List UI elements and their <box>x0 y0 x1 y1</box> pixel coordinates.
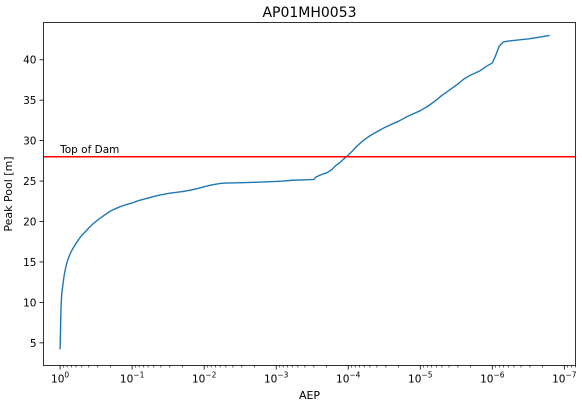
x-axis-label: AEP <box>299 389 320 402</box>
x-tick-label: 10−5 <box>408 371 433 386</box>
y-axis-label: Peak Pool [m] <box>2 156 15 231</box>
x-tick-label: 100 <box>51 371 69 386</box>
y-tick-label: 10 <box>23 297 36 309</box>
x-tick-label: 10−7 <box>552 371 577 386</box>
y-tick-label: 30 <box>23 136 36 148</box>
x-tick-label: 10−4 <box>336 371 361 386</box>
y-tick-label: 20 <box>23 217 36 229</box>
plot-area <box>43 22 576 366</box>
y-tick-label: 35 <box>23 95 36 107</box>
x-tick-label: 10−2 <box>192 371 217 386</box>
x-tick-label: 10−6 <box>480 371 505 386</box>
plot-group: Top of Dam <box>43 22 576 366</box>
plot-frame <box>43 22 576 366</box>
y-tick-label: 25 <box>23 176 36 188</box>
series-line-0 <box>59 34 550 350</box>
y-tick-label: 5 <box>30 338 37 350</box>
x-tick-label: 10−3 <box>264 371 289 386</box>
y-axis: 5 10 15 20 25 30 35 40 <box>23 55 44 350</box>
y-tick-label: 40 <box>23 55 36 67</box>
y-tick-label: 15 <box>23 257 36 269</box>
top-of-dam-label: Top of Dam <box>59 144 119 156</box>
x-axis: 100 10−1 10−2 10−3 10−4 10−5 10−6 10−7 <box>51 365 577 386</box>
x-tick-label: 10−1 <box>120 371 145 386</box>
chart-title: AP01MH0053 <box>262 5 356 21</box>
